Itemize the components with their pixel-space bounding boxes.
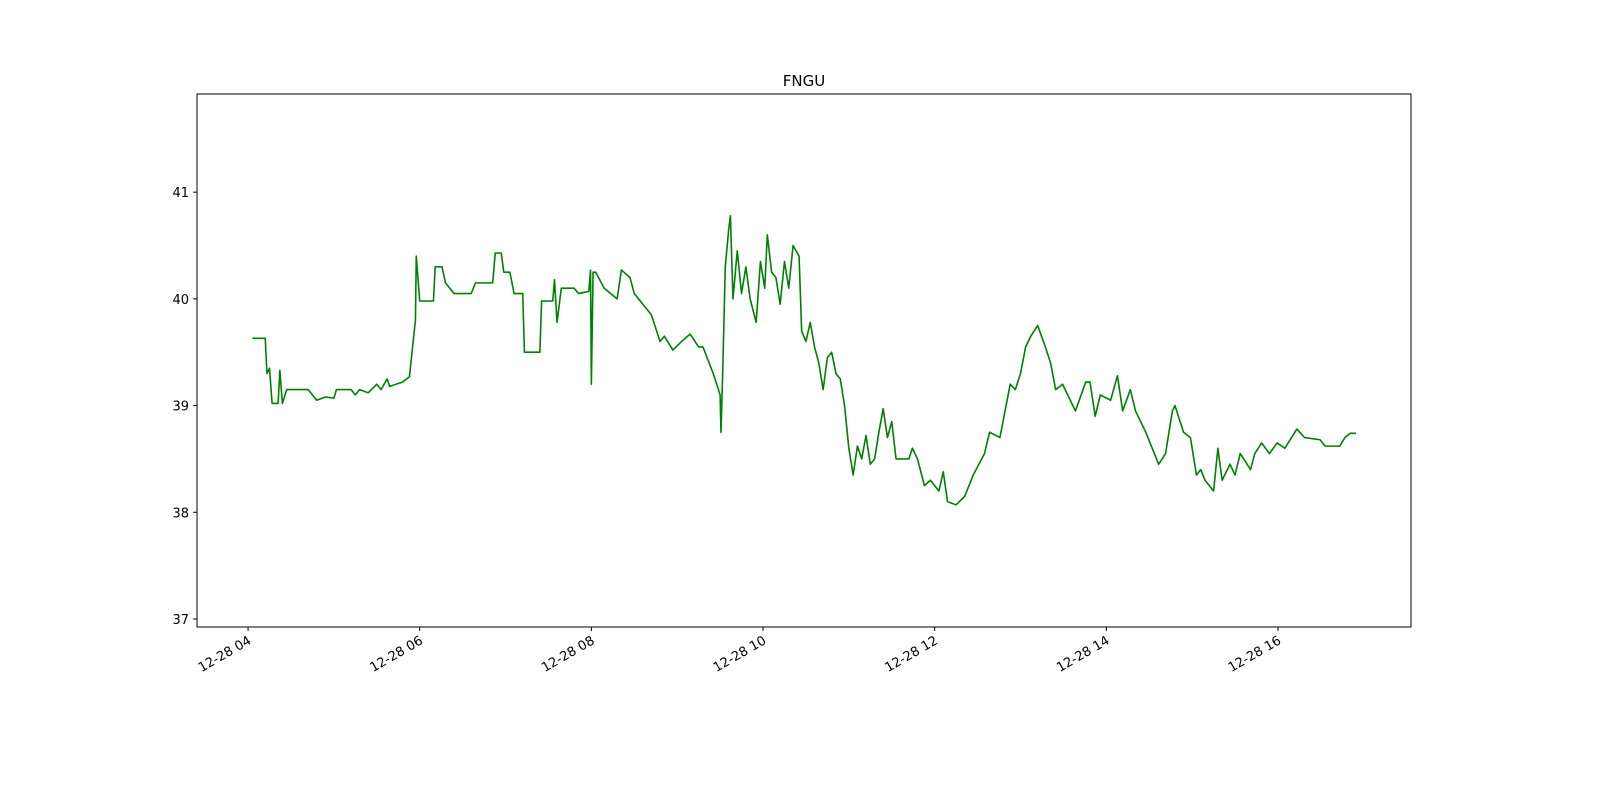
plot-frame <box>196 93 1412 628</box>
x-tick-label: 12-28 04 <box>196 633 254 675</box>
y-tick-label: 38 <box>172 506 189 521</box>
y-tick-label: 41 <box>172 186 189 201</box>
chart-title: FNGU <box>783 72 825 90</box>
x-tick-label: 12-28 10 <box>711 633 769 675</box>
y-tick-label: 40 <box>172 293 189 308</box>
x-tick-label: 12-28 16 <box>1226 633 1284 675</box>
x-tick-label: 12-28 12 <box>883 633 941 675</box>
x-tick-label: 12-28 08 <box>539 633 597 675</box>
price-line <box>252 214 1357 506</box>
x-tick-label: 12-28 14 <box>1054 633 1112 675</box>
y-tick-label: 39 <box>172 400 189 415</box>
y-tick-label: 37 <box>172 613 189 628</box>
x-tick-label: 12-28 06 <box>368 633 426 675</box>
